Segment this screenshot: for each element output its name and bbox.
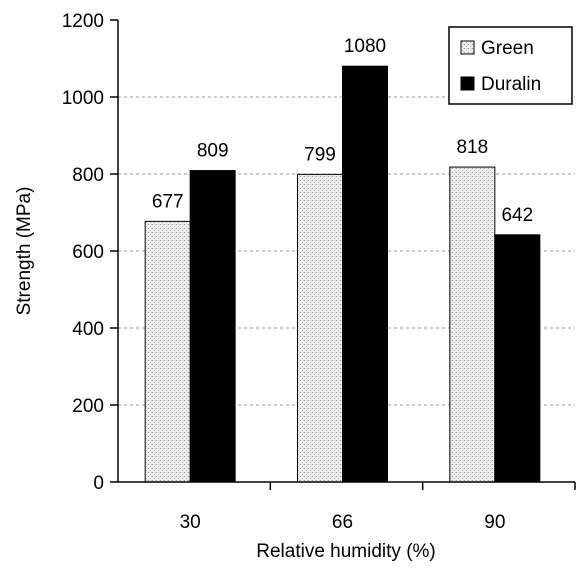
bars <box>144 65 541 483</box>
x-tick-label: 30 <box>180 512 201 533</box>
bar-green <box>297 173 343 483</box>
data-label-duralin: 809 <box>197 141 229 162</box>
y-tick-label: 800 <box>72 165 104 186</box>
legend-label-duralin: Duralin <box>481 74 541 95</box>
x-tick-label: 90 <box>484 512 505 533</box>
data-label-green: 799 <box>304 144 336 165</box>
x-tick-label: 66 <box>332 512 353 533</box>
y-tick-label: 600 <box>72 242 104 263</box>
legend-label-green: Green <box>481 38 534 59</box>
y-axis-ticks: 0 200 400 600 800 1000 1200 <box>62 11 118 494</box>
y-tick-label: 200 <box>72 396 104 417</box>
legend-swatch-green <box>460 40 475 55</box>
y-tick-label: 1200 <box>62 11 104 32</box>
bar-green <box>144 220 191 483</box>
y-tick-label: 1000 <box>62 88 104 109</box>
x-axis-ticks: 30 66 90 <box>180 482 576 533</box>
bar-green <box>449 166 496 483</box>
x-axis-title: Relative humidity (%) <box>256 541 436 562</box>
bar-duralin <box>189 170 236 483</box>
data-labels: 677 809 799 1080 818 642 <box>152 36 533 226</box>
legend-swatch-duralin <box>460 76 475 91</box>
bar-duralin <box>494 234 541 483</box>
data-label-duralin: 1080 <box>344 36 386 57</box>
data-label-duralin: 642 <box>501 205 533 226</box>
legend: Green Duralin <box>448 26 573 105</box>
data-label-green: 677 <box>152 191 184 212</box>
y-tick-label: 400 <box>72 319 104 340</box>
data-label-green: 818 <box>456 137 488 158</box>
y-tick-label: 0 <box>93 473 104 494</box>
bar-duralin <box>342 65 388 483</box>
legend-box <box>448 26 573 105</box>
y-axis-title: Strength (MPa) <box>14 187 35 316</box>
